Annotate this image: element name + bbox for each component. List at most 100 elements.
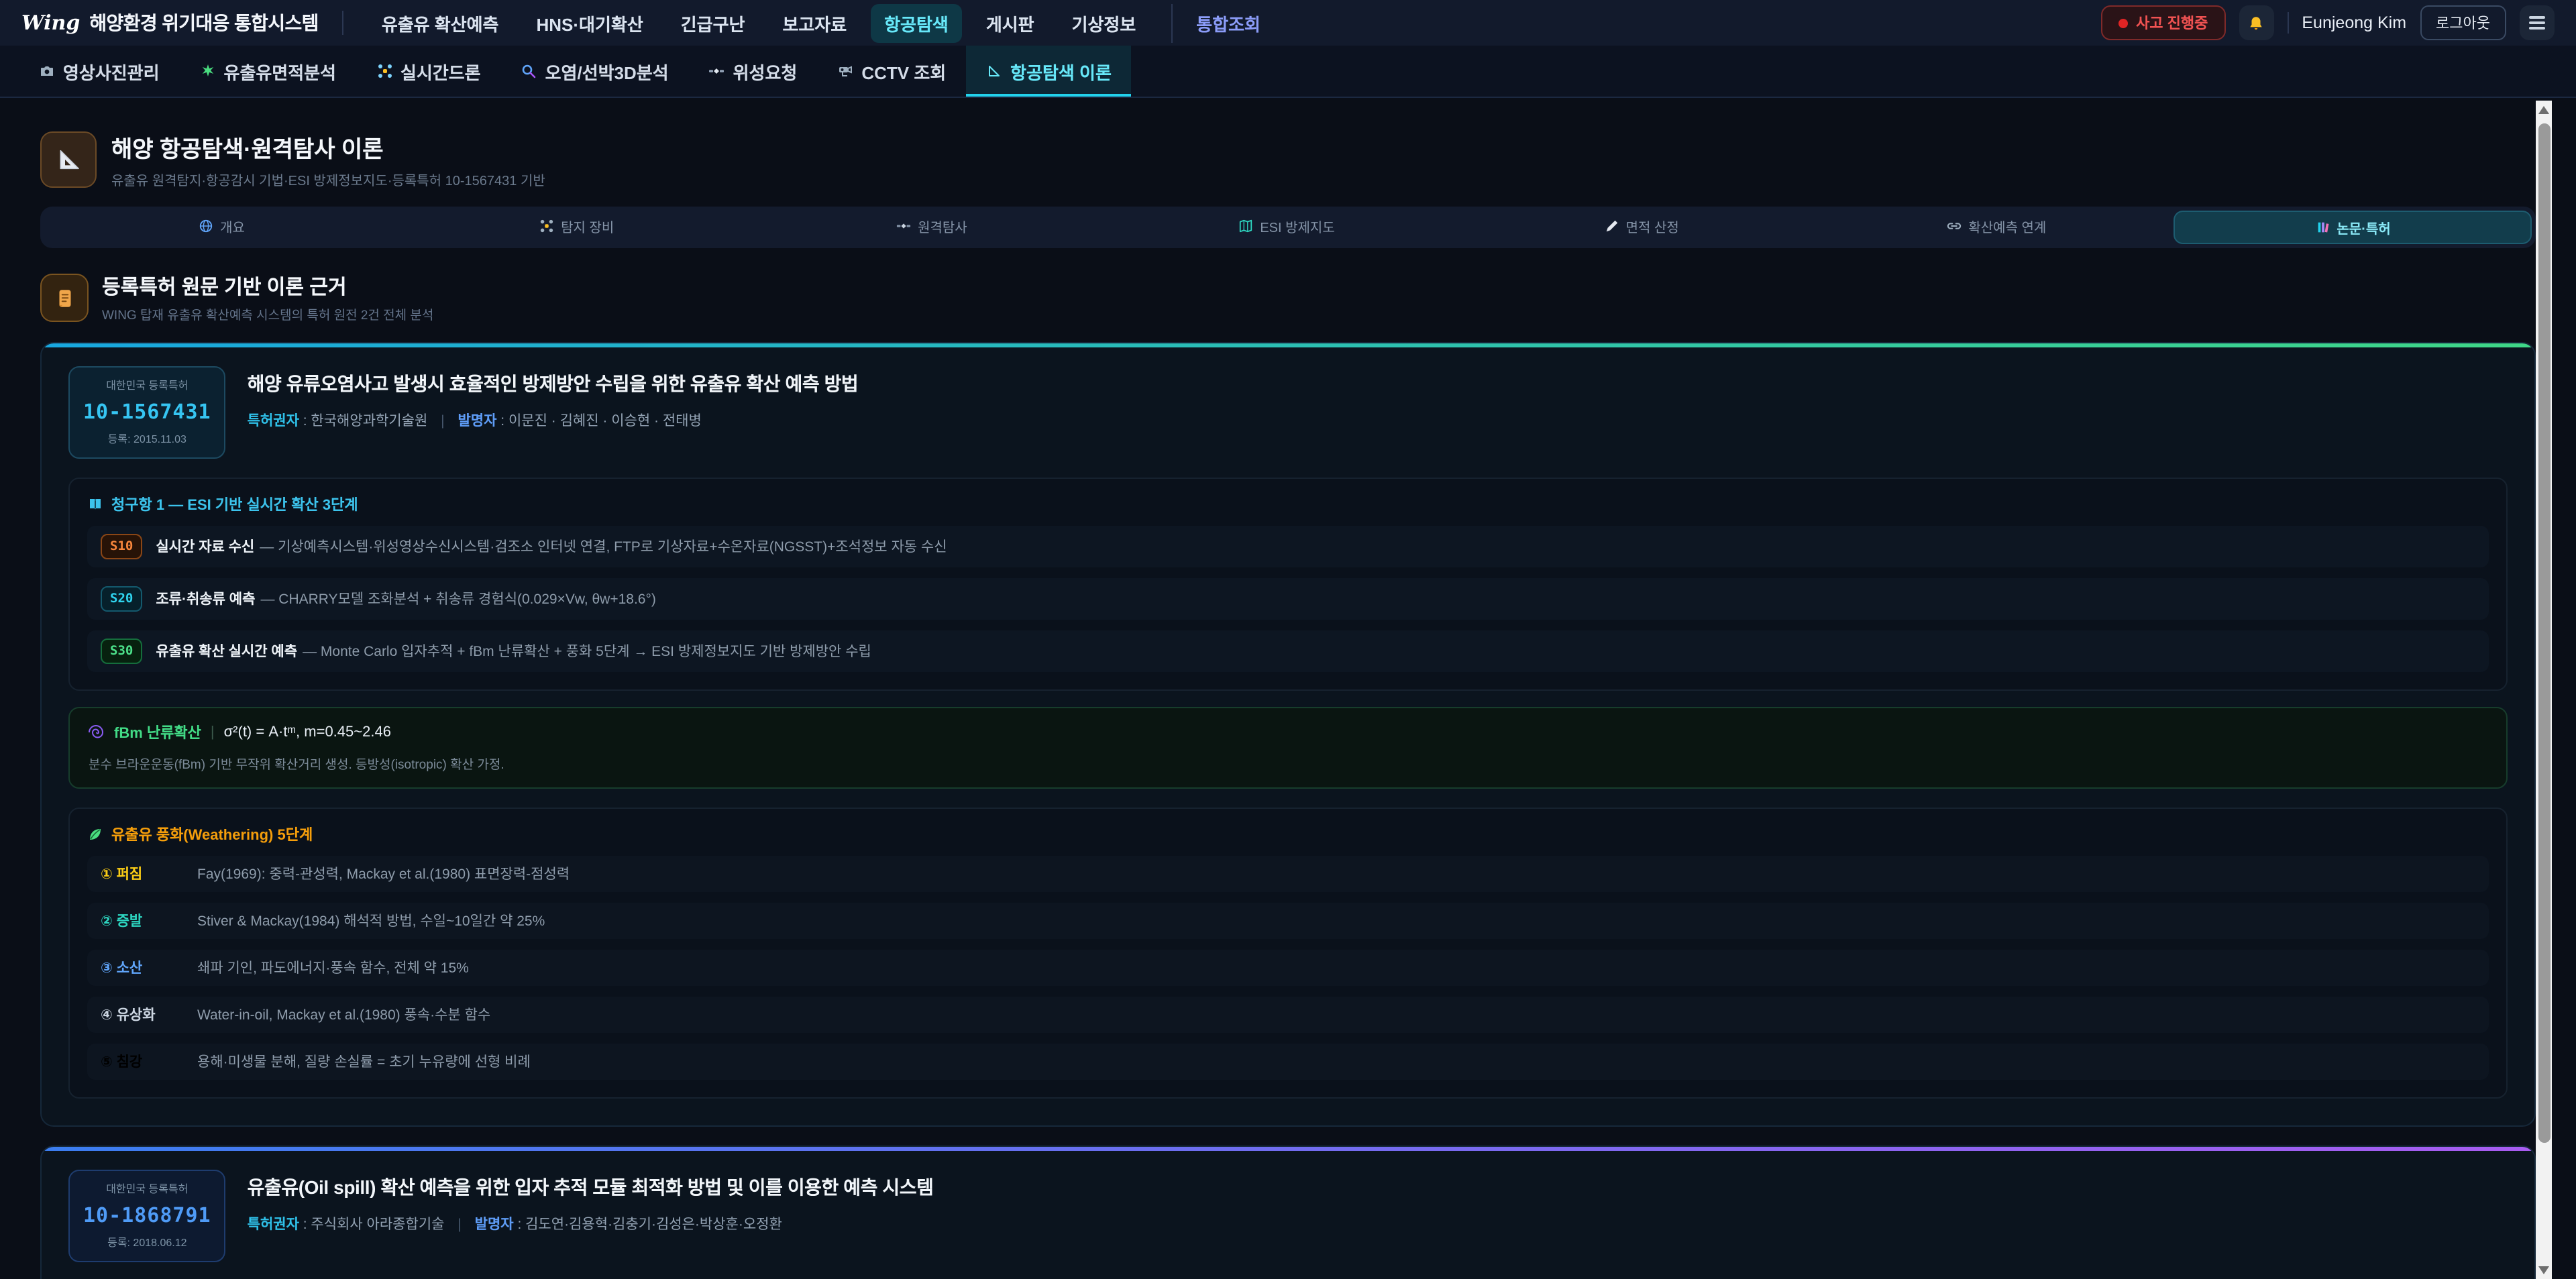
logout-button[interactable]: 로그아웃	[2420, 5, 2506, 40]
nav-item-board[interactable]: 게시판	[985, 14, 1034, 34]
page-header-text: 해양 항공탐색·원격탐사 이론 유출유 원격탐지·항공감시 기법·ESI 방제정…	[111, 130, 545, 189]
drone-icon	[540, 219, 553, 233]
cctv-icon	[839, 66, 853, 76]
page-title: 해양 항공탐색·원격탐사 이론	[111, 137, 384, 162]
subtab-oil-area-analysis[interactable]: 유출유면적분석	[180, 46, 356, 97]
claim-step-row: S20 조류·취송류 예측 — CHARRY모델 조화분석 + 취송류 경험식(0…	[87, 578, 2489, 620]
patent-1-header: 대한민국 등록특허 10-1567431 등록: 2015.11.03 해양 유…	[68, 366, 2508, 459]
nav-item-weather[interactable]: 기상정보	[1071, 14, 1136, 34]
nav-item-hns-air-diffusion[interactable]: HNS·대기확산	[536, 14, 643, 34]
step-badge: S30	[101, 638, 143, 664]
weathering-box: 유출유 풍화(Weathering) 5단계 ① 퍼짐 Fay(1969): 중…	[68, 808, 2508, 1099]
nav-item-aerial-search[interactable]: 항공탐색	[871, 3, 962, 42]
tab-esi-map[interactable]: ESI 방제지도	[1109, 211, 1464, 241]
patent-card-1: 대한민국 등록특허 10-1567431 등록: 2015.11.03 해양 유…	[40, 342, 2536, 1127]
app-logo[interactable]: Wing 해양환경 위기대응 통합시스템	[21, 9, 319, 36]
triangle-ruler-icon	[60, 150, 79, 170]
nav-item-integrated-search[interactable]: 통합조회	[1171, 3, 1274, 42]
tab-detection-equipment[interactable]: 탐지 장비	[399, 211, 754, 241]
claim-box: 청구항 1 — ESI 기반 실시간 확산 3단계 S10 실시간 자료 수신 —…	[68, 478, 2508, 691]
patent-number: 10-1868791	[83, 1203, 211, 1227]
fbm-formula-line: fBm 난류확산 | σ²(t) = A·tᵐ, m=0.45~2.46	[89, 722, 2487, 743]
nav-item-oil-spill-forecast[interactable]: 유출유 확산예측	[381, 14, 499, 34]
step-badge: S10	[101, 534, 143, 559]
step-text: 실시간 자료 수신 — 기상예측시스템·위성영상수신시스템·검조소 인터넷 연결,…	[156, 539, 947, 555]
main-content: 해양 항공탐색·원격탐사 이론 유출유 원격탐지·항공감시 기법·ESI 방제정…	[0, 130, 2576, 1279]
subtab-photo-management[interactable]: 영상사진관리	[19, 46, 180, 97]
patent-inventors: : 김도연·김용혁·김충기·김성은·박상훈·오정환	[517, 1217, 782, 1233]
menu-icon	[2529, 16, 2545, 30]
globe-icon	[199, 219, 213, 233]
patent-card-2: 대한민국 등록특허 10-1868791 등록: 2018.06.12 유출유(…	[40, 1146, 2536, 1279]
vertical-scrollbar[interactable]	[2536, 101, 2552, 1279]
main-nav: 유출유 확산예측 HNS·대기확산 긴급구난 보고자료 항공탐색 게시판 기상정…	[368, 3, 1274, 42]
menu-button[interactable]	[2520, 5, 2555, 40]
magnifier-icon	[523, 64, 536, 78]
fbm-description: 분수 브라운운동(fBm) 기반 무작위 확산거리 생성. 등방성(isotro…	[89, 758, 504, 773]
fbm-formula: σ²(t) = A·tᵐ, m=0.45~2.46	[223, 724, 391, 740]
patent-owner-label: 특허권자	[247, 1217, 299, 1233]
patent-inventor-label: 발명자	[474, 1217, 514, 1233]
section-subtitle: WING 탑재 유출유 확산예측 시스템의 특허 원전 2건 전체 분석	[102, 309, 434, 323]
scroll-up-arrow-icon[interactable]	[2538, 106, 2549, 114]
fbm-diffusion-box: fBm 난류확산 | σ²(t) = A·tᵐ, m=0.45~2.46 분수 …	[68, 707, 2508, 789]
patent-title: 유출유(Oil spill) 확산 예측을 위한 입자 추적 모듈 최적화 방법…	[247, 1176, 934, 1198]
nav-item-reports[interactable]: 보고자료	[782, 14, 847, 34]
incident-status-badge[interactable]: 사고 진행중	[2101, 5, 2226, 40]
claim-step-row: S30 유출유 확산 실시간 예측 — Monte Carlo 입자추적 + fB…	[87, 630, 2489, 672]
page-header: 해양 항공탐색·원격탐사 이론 유출유 원격탐지·항공감시 기법·ESI 방제정…	[40, 130, 2536, 189]
scroll-down-arrow-icon[interactable]	[2538, 1266, 2549, 1274]
section-icon-box	[40, 274, 89, 322]
patent-inventors: : 이문진 · 김혜진 · 이승현 · 전태병	[500, 413, 702, 429]
divider: |	[458, 1217, 462, 1233]
patent-reg-date: 등록: 2015.11.03	[107, 433, 186, 445]
page-subtitle: 유출유 원격탐지·항공감시 기법·ESI 방제정보지도·등록특허 10-1567…	[111, 174, 545, 189]
patent-2-header: 대한민국 등록특허 10-1868791 등록: 2018.06.12 유출유(…	[68, 1170, 2508, 1262]
subtab-aerial-search-theory[interactable]: 항공탐색 이론	[966, 46, 1132, 97]
patent-1-title-block: 해양 유류오염사고 발생시 효율적인 방제방안 수립을 위한 유출유 확산 예측…	[248, 366, 859, 431]
tab-remote-sensing[interactable]: 원격탐사	[754, 211, 1109, 241]
patent-owner: : 한국해양과학기술원	[303, 413, 428, 429]
top-navbar: Wing 해양환경 위기대응 통합시스템 유출유 확산예측 HNS·대기확산 긴…	[0, 0, 2576, 46]
section-header: 등록특허 원문 기반 이론 근거 WING 탑재 유출유 확산예측 시스템의 특…	[40, 272, 2536, 323]
patent-owner-label: 특허권자	[247, 413, 299, 429]
pencil-icon	[1606, 220, 1617, 232]
weathering-header: 유출유 풍화(Weathering) 5단계	[87, 824, 2489, 845]
tab-diffusion-link[interactable]: 확산예측 연계	[1819, 211, 2174, 241]
drone-icon	[378, 64, 391, 78]
theory-tabbar: 개요 탐지 장비 원격탐사	[40, 207, 2536, 248]
tab-papers-patents[interactable]: 논문·특허	[2174, 211, 2532, 244]
patent-meta: 특허권자 : 한국해양과학기술원 | 발명자 : 이문진 · 김혜진 · 이승현…	[248, 410, 859, 431]
step-text: 유출유 확산 실시간 예측 — Monte Carlo 입자추적 + fBm 난류…	[156, 644, 871, 660]
tab-area-calculation[interactable]: 면적 산정	[1464, 211, 1819, 241]
topbar-right: 사고 진행중 Eunjeong Kim 로그아웃	[2101, 5, 2555, 40]
divider	[2287, 12, 2289, 34]
weathering-row: ④ 유상화 Water-in-oil, Mackay et al.(1980) …	[87, 997, 2489, 1033]
incident-status-label: 사고 진행중	[2136, 16, 2208, 32]
section-title: 등록특허 원문 기반 이론 근거	[102, 276, 347, 299]
patent-number: 10-1567431	[83, 400, 211, 424]
divider: |	[210, 724, 215, 740]
app-title: 해양환경 위기대응 통합시스템	[89, 12, 319, 34]
subtab-cctv[interactable]: CCTV 조회	[817, 46, 966, 97]
sub-tabbar: 영상사진관리 유출유면적분석 실시간드론 오염/선박3D분석	[0, 46, 2576, 98]
subtab-pollution-ship-3d[interactable]: 오염/선박3D분석	[501, 46, 689, 97]
triangle-ruler-icon	[989, 66, 1000, 76]
logo-wing-mark: Wing	[21, 11, 80, 35]
map-icon	[1240, 219, 1252, 233]
satellite-icon	[896, 223, 911, 229]
nav-item-emergency-rescue[interactable]: 긴급구난	[680, 14, 745, 34]
red-dot-icon	[2118, 18, 2129, 27]
weathering-row: ① 퍼짐 Fay(1969): 중력-관성력, Mackay et al.(19…	[87, 856, 2489, 892]
patent-reg-date: 등록: 2018.06.12	[107, 1237, 187, 1249]
subtab-satellite-request[interactable]: 위성요청	[689, 46, 818, 97]
subtab-realtime-drone[interactable]: 실시간드론	[356, 46, 501, 97]
fbm-label: fBm 난류확산	[114, 726, 201, 742]
notification-button[interactable]	[2239, 5, 2274, 40]
leaf-icon	[90, 829, 101, 840]
patent-2-number-badge: 대한민국 등록특허 10-1868791 등록: 2018.06.12	[68, 1170, 226, 1262]
user-name: Eunjeong Kim	[2302, 13, 2407, 32]
scrollbar-thumb[interactable]	[2538, 123, 2550, 1143]
book-icon	[90, 499, 101, 510]
tab-overview[interactable]: 개요	[44, 211, 399, 241]
